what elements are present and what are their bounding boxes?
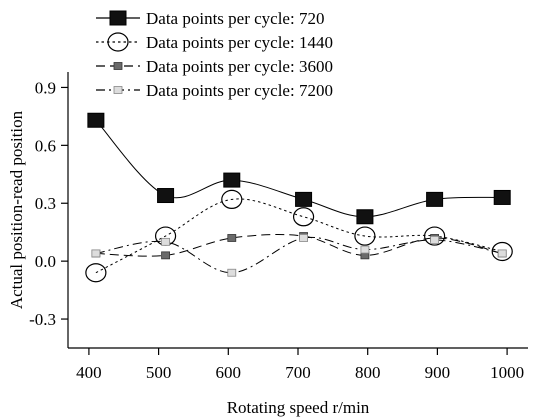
data-point-series-4 bbox=[227, 268, 237, 277]
data-point-series-4 bbox=[161, 237, 170, 246]
series-markers bbox=[85, 112, 513, 283]
y-tick-label: 0.6 bbox=[35, 136, 56, 155]
y-tick-label: 0.9 bbox=[35, 78, 56, 97]
x-tick-label: 1000 bbox=[490, 363, 524, 382]
data-point-series-3 bbox=[227, 234, 237, 242]
y-tick-label: 0.0 bbox=[35, 252, 56, 271]
series-line-2 bbox=[95, 198, 503, 274]
data-point-series-2 bbox=[354, 226, 376, 246]
data-point-series-2 bbox=[424, 226, 446, 246]
legend-marker-4 bbox=[113, 86, 123, 94]
y-tick-label: 0.3 bbox=[35, 194, 56, 213]
legend: Data points per cycle: 720 Data points pe… bbox=[96, 9, 333, 100]
data-point-series-1 bbox=[426, 191, 444, 207]
series-line-3 bbox=[95, 234, 503, 257]
legend-label-3: Data points per cycle: 3600 bbox=[146, 57, 333, 76]
legend-label-2: Data points per cycle: 1440 bbox=[146, 33, 333, 52]
legend-marker-3 bbox=[113, 62, 123, 70]
x-tick-label: 700 bbox=[285, 363, 311, 382]
legend-label-4: Data points per cycle: 7200 bbox=[146, 81, 333, 100]
data-point-series-3 bbox=[161, 251, 170, 260]
data-point-series-1 bbox=[356, 209, 374, 225]
x-tick-label: 600 bbox=[216, 363, 242, 382]
legend-label-1: Data points per cycle: 720 bbox=[146, 9, 324, 28]
data-point-series-2 bbox=[221, 189, 243, 209]
data-point-series-1 bbox=[223, 172, 241, 188]
y-ticks: 0.9 0.6 0.3 0.0 -0.3 bbox=[29, 78, 68, 329]
data-point-series-2 bbox=[85, 263, 107, 283]
data-point-series-1 bbox=[295, 191, 313, 207]
x-axis-label: Rotating speed r/min bbox=[227, 398, 370, 417]
data-point-series-2 bbox=[491, 241, 513, 262]
data-point-series-4 bbox=[497, 249, 507, 258]
data-point-series-4 bbox=[430, 236, 440, 244]
y-axis-label: Actual position-read position bbox=[7, 110, 26, 309]
data-point-series-1 bbox=[157, 188, 175, 204]
x-tick-label: 900 bbox=[425, 363, 451, 382]
legend-marker-2 bbox=[107, 32, 129, 52]
data-point-series-4 bbox=[91, 249, 101, 258]
data-point-series-2 bbox=[292, 207, 315, 227]
data-point-series-1 bbox=[87, 112, 105, 128]
y-tick-label: -0.3 bbox=[29, 310, 56, 329]
x-tick-label: 500 bbox=[146, 363, 172, 382]
legend-marker-1 bbox=[109, 10, 127, 26]
data-point-series-4 bbox=[360, 245, 370, 254]
x-tick-label: 400 bbox=[76, 363, 102, 382]
x-ticks: 400 500 600 700 800 900 1000 bbox=[76, 348, 524, 382]
axes bbox=[67, 72, 528, 349]
data-point-series-1 bbox=[493, 189, 511, 205]
data-point-series-4 bbox=[299, 234, 308, 242]
x-tick-label: 800 bbox=[355, 363, 381, 382]
